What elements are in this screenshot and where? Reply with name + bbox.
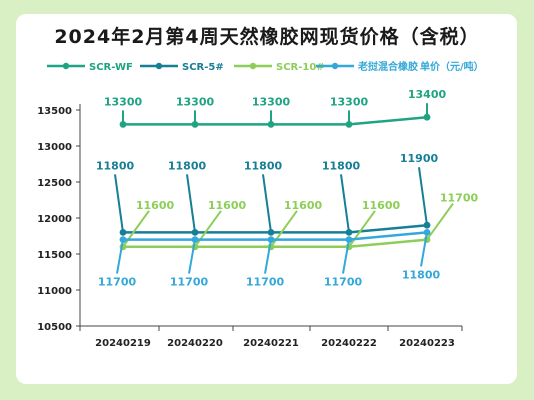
data-label: 11800 xyxy=(402,268,441,281)
unit-label: 单价（元/吨） xyxy=(420,60,484,73)
data-label: 11600 xyxy=(284,199,323,212)
data-label: 13300 xyxy=(330,95,369,108)
legend: SCR-WF SCR-5# SCR-10# 老挝混合橡胶 单价（元/吨） xyxy=(47,60,484,73)
plot-area: 13300 13300 13300 13300 13400 11800 11800 11800… xyxy=(96,88,479,288)
series-line xyxy=(123,223,428,234)
label-leader xyxy=(186,174,196,233)
data-label: 11800 xyxy=(322,159,361,172)
data-label: 11700 xyxy=(170,276,209,289)
x-tick-label: 20240221 xyxy=(243,338,299,349)
label-leader xyxy=(116,239,124,274)
label-leader xyxy=(420,232,428,267)
y-tick-label: 13000 xyxy=(37,142,72,153)
data-label: 11800 xyxy=(168,159,207,172)
series-line xyxy=(123,115,428,126)
data-label: 13400 xyxy=(408,88,447,101)
data-label: 11800 xyxy=(244,159,283,172)
data-label: 13300 xyxy=(104,95,143,108)
label-leader xyxy=(114,174,124,233)
y-tick-label: 12500 xyxy=(37,178,72,189)
label-leader xyxy=(340,174,350,233)
x-tick-label: 20240219 xyxy=(95,338,151,349)
legend-label: 老挝混合橡胶 xyxy=(357,60,418,73)
data-label: 13300 xyxy=(252,95,291,108)
data-label: 11700 xyxy=(246,276,285,289)
label-leader xyxy=(188,239,196,274)
y-tick-label: 12000 xyxy=(37,214,72,225)
y-tick-label: 10500 xyxy=(37,322,72,333)
legend-marker xyxy=(155,62,163,70)
x-tick-label: 20240220 xyxy=(167,338,223,349)
label-leader xyxy=(342,239,350,274)
y-tick-label: 13500 xyxy=(37,106,72,117)
data-label: 13300 xyxy=(176,95,215,108)
axes: 10500 11000 11500 12000 12500 13000 13500 20240… xyxy=(37,104,463,349)
data-label: 11600 xyxy=(208,199,247,212)
label-leader xyxy=(270,210,298,248)
data-label: 11600 xyxy=(136,199,175,212)
data-label: 11700 xyxy=(98,276,137,289)
legend-marker xyxy=(249,62,257,70)
chart-title: 2024年2月第4周天然橡胶网现货价格（含税） xyxy=(54,26,480,48)
label-leader xyxy=(418,167,428,226)
legend-label: SCR-WF xyxy=(89,62,133,73)
label-leader xyxy=(122,210,150,248)
data-label: 11600 xyxy=(362,199,401,212)
legend-label: SCR-5# xyxy=(182,62,224,73)
legend-marker xyxy=(331,62,339,70)
y-tick-label: 11000 xyxy=(37,286,72,297)
data-label: 11700 xyxy=(324,276,363,289)
label-leader xyxy=(262,174,272,233)
legend-label: SCR-10# xyxy=(276,62,325,73)
data-label: 11900 xyxy=(400,152,439,165)
label-leader xyxy=(264,239,272,274)
label-leader xyxy=(426,203,454,241)
data-label: 11800 xyxy=(96,159,135,172)
data-label: 11700 xyxy=(440,192,479,205)
legend-marker xyxy=(62,62,70,70)
data-point xyxy=(423,221,431,229)
x-tick-label: 20240222 xyxy=(321,338,377,349)
x-tick-label: 20240223 xyxy=(399,338,455,349)
label-leader xyxy=(194,210,222,248)
label-leader xyxy=(348,210,376,248)
y-tick-label: 11500 xyxy=(37,250,72,261)
